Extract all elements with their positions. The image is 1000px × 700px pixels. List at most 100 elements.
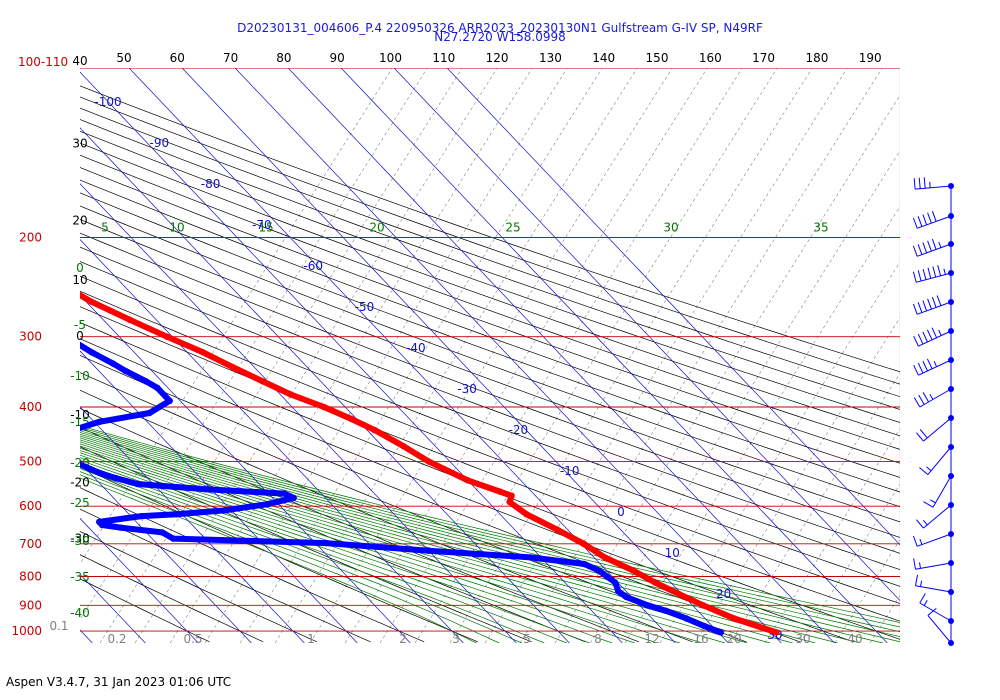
moist-adiabat [80, 426, 900, 628]
moist-adiabat [80, 437, 838, 643]
dewpoint-point [96, 418, 103, 425]
isotherm-line [80, 183, 517, 643]
isotherm-label: 10 [665, 546, 680, 560]
dry-adiabat [80, 154, 900, 450]
temperature-point [17, 254, 23, 260]
wind-barb-halfflag [943, 268, 946, 275]
top-axis-tick-label: 120 [486, 51, 509, 65]
mixing-ratio-label: 8 [594, 632, 602, 646]
isotherm-line [80, 517, 199, 643]
wind-barb-flag [917, 362, 924, 374]
wind-barb-flag [926, 329, 933, 341]
dry-adiabat [80, 219, 900, 523]
wind-barb-dot [948, 415, 954, 421]
wind-barb-dot [948, 299, 954, 305]
dewpoint-point [117, 524, 124, 531]
left-adiabat-label: -25 [70, 496, 90, 510]
wind-barb-dot [948, 473, 954, 479]
wind-barb-flag [916, 519, 924, 529]
wind-barb-halfflag [919, 538, 923, 545]
mixing-ratio-line [134, 68, 498, 643]
dewpoint-point [88, 349, 96, 356]
dewpoint-point [425, 547, 432, 554]
wind-barb-flag [915, 574, 918, 586]
isotherm-label: -90 [149, 136, 169, 150]
wind-barb-halfflag [938, 241, 942, 248]
temperature-point [651, 579, 659, 586]
dewpoint-point [683, 615, 690, 622]
wind-barb-staff [915, 185, 952, 190]
temperature-point [580, 540, 587, 547]
wind-barb-halfflag [920, 580, 923, 587]
temperature-point [496, 488, 503, 495]
isotherm-label: -30 [457, 382, 477, 396]
wind-barb-flag [936, 295, 942, 306]
wind-barb-staff [919, 388, 952, 408]
top-axis-tick-label: 100 [379, 51, 402, 65]
dry-adiabat [80, 246, 900, 554]
isotherm-label: -40 [406, 341, 426, 355]
temperature-point [425, 458, 432, 465]
dewpoint-point [97, 470, 105, 477]
mixing-ratio-line [169, 68, 533, 643]
wind-barb-staff [915, 562, 952, 570]
isotherm-line [340, 68, 888, 643]
wind-barb-flag [917, 333, 924, 345]
dry-adiabat [80, 508, 371, 643]
top-axis-tick-label: 110 [432, 51, 455, 65]
wind-barb-dot [948, 183, 954, 189]
temperature-point [348, 415, 355, 423]
wind-barb-flag [917, 302, 923, 313]
wind-barb-flag [931, 210, 937, 222]
isotherm-line [287, 68, 835, 643]
mixing-ratio-line [449, 68, 813, 643]
isotherm-line [80, 573, 146, 643]
pressure-label: 500 [19, 455, 42, 469]
mixing-ratio-line [379, 68, 743, 643]
pressure-label: 900 [19, 598, 42, 612]
moist-adiabat-label: 35 [813, 221, 828, 235]
dry-adiabat [80, 338, 854, 643]
isotherm-line [80, 127, 570, 643]
isotherm-line [181, 68, 729, 643]
wind-barb-flag [918, 177, 921, 189]
isotherm-line [80, 238, 464, 643]
dewpoint-point [146, 409, 153, 417]
wind-barb-flag [922, 214, 928, 226]
dewpoint-point [98, 521, 106, 529]
dewpoint-point [322, 539, 330, 547]
mixing-ratio-label: 12 [644, 632, 659, 646]
isotherm-line [80, 462, 252, 643]
chart-title: D20230131_004606_P.4 220950326 ARR2023_2… [237, 21, 763, 35]
dewpoint-point [717, 629, 724, 636]
dewpoint-point [281, 490, 288, 497]
pressure-label: 200 [19, 231, 42, 245]
mixing-ratio-label: 0.1 [49, 619, 68, 633]
mixing-ratio-label: 5 [523, 632, 531, 646]
dry-adiabat [80, 85, 900, 373]
left-temperature-label: 0 [76, 329, 84, 343]
wind-barb-flag [927, 212, 932, 224]
wind-barb-flag [937, 265, 942, 276]
wind-barb-staff [932, 475, 952, 508]
wind-barb-flag [922, 360, 928, 372]
wind-barb-flag [916, 432, 924, 442]
moist-adiabat-label: 10 [169, 221, 184, 235]
pressure-label: 600 [19, 499, 42, 513]
dry-adiabat [80, 275, 900, 587]
wind-barb-staff [923, 417, 952, 442]
dewpoint-point [112, 474, 120, 482]
top-axis-tick-label: 180 [805, 51, 828, 65]
wind-barb-flag [913, 178, 916, 190]
mixing-ratio-label: 30 [795, 632, 810, 646]
isotherm-line [80, 294, 411, 643]
pressure-label: 800 [19, 570, 42, 584]
wind-barb-flag [927, 267, 932, 279]
isotherm-label: -20 [509, 423, 529, 437]
wind-barb-flag [923, 501, 934, 508]
wind-barb-flag [931, 296, 937, 308]
pressure-label: 700 [19, 537, 42, 551]
temperature-point [464, 477, 472, 484]
wind-barb-flag [917, 270, 922, 282]
dewpoint-point [615, 588, 622, 595]
